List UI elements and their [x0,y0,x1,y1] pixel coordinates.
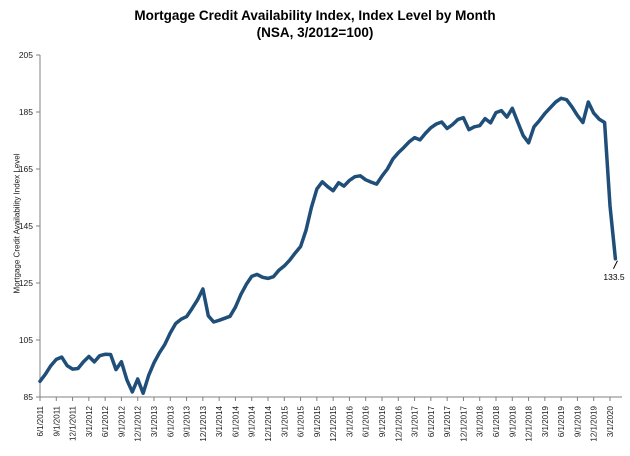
x-tick-label: 6/1/2017 [427,405,436,437]
x-tick-label: 12/1/2013 [199,405,208,441]
x-tick-label: 3/1/2014 [215,405,224,437]
x-tick-label: 3/1/2020 [606,405,615,437]
x-tick-label: 9/1/2012 [117,405,126,437]
last-value-label: 133.5 [603,272,625,282]
x-tick-label: 12/1/2014 [264,405,273,441]
x-tick-label: 6/1/2016 [362,405,371,437]
x-tick-label: 9/1/2013 [183,405,192,437]
x-tick-label: 9/1/2015 [313,405,322,437]
x-tick-label: 3/1/2016 [345,405,354,437]
x-tick-label: 12/1/2017 [459,405,468,441]
x-tick-label: 3/1/2018 [476,405,485,437]
y-tick-label: 165 [19,164,33,174]
y-tick-label: 105 [19,335,33,345]
x-tick-label: 12/1/2015 [329,405,338,441]
x-tick-label: 6/1/2018 [492,405,501,437]
x-tick-label: 9/1/2019 [573,405,582,437]
x-tick-label: 12/1/2016 [394,405,403,441]
x-tick-label: 6/1/2019 [557,405,566,437]
x-tick-label: 6/1/2015 [297,405,306,437]
x-tick-label: 9/1/2016 [378,405,387,437]
x-tick-label: 9/1/2017 [443,405,452,437]
chart-subtitle: (NSA, 3/2012=100) [256,25,374,40]
x-tick-label: 9/1/2011 [52,405,61,436]
x-tick-label: 12/1/2012 [134,405,143,441]
x-tick-label: 6/1/2011 [36,405,45,436]
x-tick-label: 12/1/2018 [525,405,534,441]
y-axis-title: Mortgage Credit Availability Index Level [12,153,22,294]
y-tick-label: 185 [19,107,33,117]
x-tick-label: 6/1/2012 [101,405,110,437]
y-tick-label: 205 [19,50,33,60]
x-tick-label: 12/1/2019 [590,405,599,441]
x-tick-label: 3/1/2015 [280,405,289,437]
y-tick-label: 85 [24,392,34,402]
label-leader-line [612,260,618,269]
y-tick-label: 125 [19,278,33,288]
x-tick-label: 3/1/2017 [411,405,420,437]
x-tick-label: 9/1/2014 [248,405,257,437]
mcai-line [38,96,618,396]
x-tick-label: 3/1/2019 [541,405,550,437]
chart-title: Mortgage Credit Availability Index, Inde… [134,8,496,23]
y-tick-label: 145 [19,221,33,231]
x-tick-label: 6/1/2013 [166,405,175,437]
x-tick-label: 6/1/2014 [231,405,240,437]
x-tick-label: 12/1/2011 [69,405,78,441]
x-tick-label: 9/1/2018 [508,405,517,437]
x-tick-label: 3/1/2012 [85,405,94,437]
x-tick-label: 3/1/2013 [150,405,159,437]
